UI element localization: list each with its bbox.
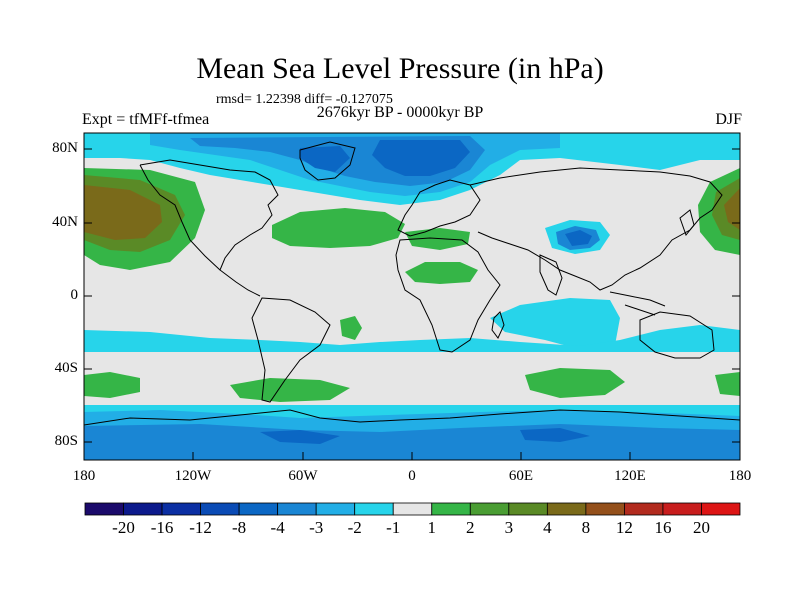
axis-ticks — [83, 148, 741, 460]
colorbar-swatch — [585, 502, 625, 516]
arctic-deepblue-core — [372, 140, 470, 176]
colorbar-level-label: 3 — [504, 518, 514, 537]
colorbar-level-label: 1 — [427, 518, 437, 537]
colorbar-swatch — [508, 502, 548, 516]
colorbar-level-label: 20 — [692, 518, 710, 537]
colorbar-swatch — [392, 502, 433, 516]
npacific-brown-right — [724, 188, 740, 230]
lon-label-60e: 60E — [508, 468, 534, 484]
antarctic-blue-patches — [260, 428, 590, 444]
lon-label-0: 0 — [408, 468, 416, 484]
lon-label-180w: 180 — [72, 468, 96, 484]
chart-title: Mean Sea Level Pressure (in hPa) — [196, 52, 604, 85]
colorbar-swatch — [469, 502, 510, 516]
time-range-subtitle: 2676kyr BP - 0000kyr BP — [316, 104, 484, 121]
colorbar-swatch — [238, 502, 279, 516]
colorbar-level-label: 4 — [543, 518, 552, 537]
colorbar-swatch — [123, 502, 163, 516]
lat-label-40s: 40S — [54, 360, 78, 376]
stats-text: rmsd= 1.22398 diff= -0.127075 — [216, 92, 393, 107]
npacific-brown-left — [84, 185, 162, 240]
lat-label-eq: 0 — [70, 287, 79, 303]
greenland-blue-core — [300, 146, 350, 172]
colorbar-swatch — [624, 502, 664, 516]
tibet-deepblue-core — [565, 230, 592, 246]
lon-label-120w: 120W — [174, 468, 212, 484]
lat-label-40n: 40N — [52, 214, 78, 230]
colorbar-level-label: -2 — [347, 518, 362, 537]
colorbar-level-label: 2 — [466, 518, 475, 537]
colorbar-level-label: 12 — [615, 518, 633, 537]
colorbar-swatch — [431, 502, 471, 516]
colorbar-swatch — [315, 502, 356, 516]
colorbar-level-label: 8 — [581, 518, 591, 537]
lon-label-180e: 180 — [728, 468, 752, 484]
colorbar-swatch — [84, 502, 124, 516]
colorbar-swatch — [200, 502, 240, 516]
colorbar-swatch — [161, 502, 201, 516]
south-indian-green-zone — [525, 368, 625, 398]
lat-label-80s: 80S — [54, 433, 78, 449]
natlantic-green-zone — [272, 208, 405, 248]
colorbar-swatch — [701, 502, 741, 516]
colorbar-level-label: -20 — [112, 518, 135, 537]
colorbar-swatch — [277, 502, 317, 516]
colorbar-level-label: -3 — [309, 518, 324, 537]
sahara-green-zone — [405, 262, 478, 284]
south-pacific-green-zone — [84, 372, 140, 398]
colorbar-level-label: -1 — [386, 518, 401, 537]
lon-label-60w: 60W — [288, 468, 318, 484]
indian-ocean-cyan-zone — [490, 298, 620, 352]
colorbar-level-label: -16 — [150, 518, 174, 537]
colorbar-swatch — [662, 502, 702, 516]
colorbar-level-label: -12 — [189, 518, 212, 537]
season-label: DJF — [715, 111, 742, 128]
colorbar-level-label: 16 — [654, 518, 672, 537]
experiment-label: Expt = tfMFf-tfmea — [82, 111, 210, 128]
south-american-green-zone — [230, 378, 350, 402]
colorbar-level-label: -4 — [270, 518, 285, 537]
colorbar-level-label: -8 — [232, 518, 247, 537]
colorbar-swatch — [546, 502, 587, 516]
colorbar-swatch — [354, 502, 394, 516]
satlantic-green-zone — [340, 316, 362, 340]
south-west-pacific-green-zone — [715, 372, 740, 396]
lon-label-120e: 120E — [614, 468, 646, 484]
coastlines — [84, 141, 740, 426]
lat-label-80n: 80N — [52, 140, 78, 156]
